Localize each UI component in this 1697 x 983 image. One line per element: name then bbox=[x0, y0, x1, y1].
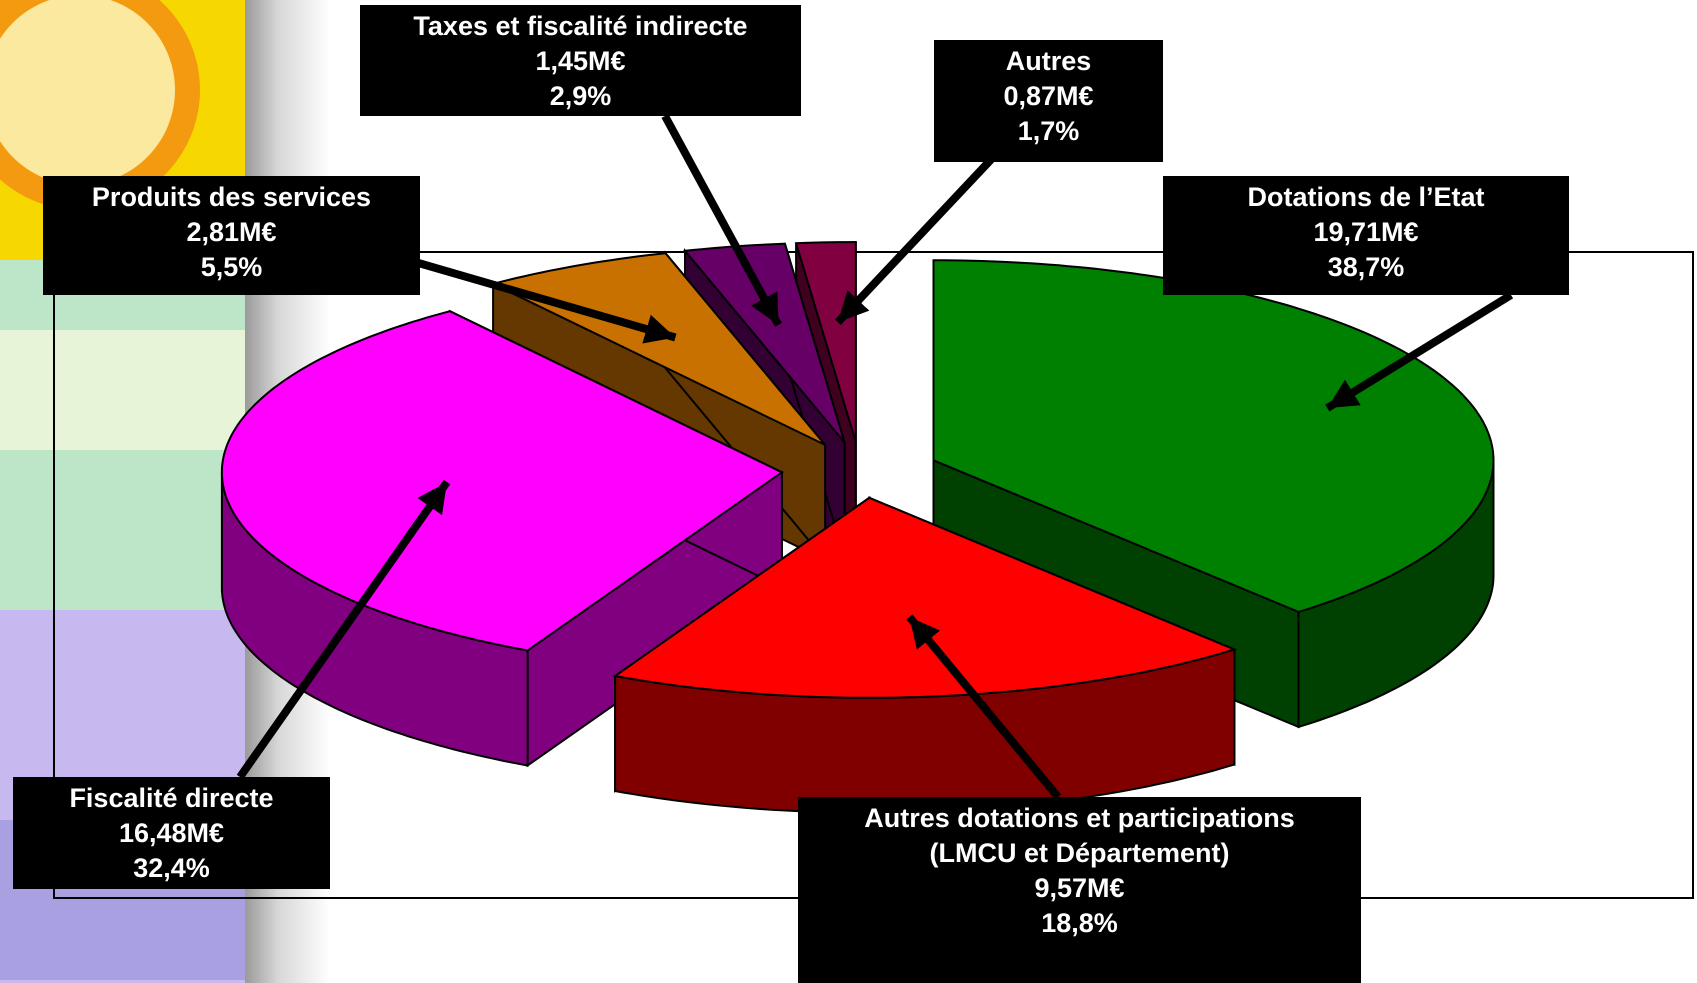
callout-arrow bbox=[906, 614, 1062, 800]
slice bbox=[220, 310, 784, 652]
callout-arrow bbox=[413, 258, 677, 344]
category-label: Fiscalité directe bbox=[69, 783, 274, 813]
callout-label: Produits des services 2,81M€ 5,5% bbox=[43, 176, 420, 295]
category-label: Taxes et fiscalité indirecte bbox=[413, 11, 748, 41]
category-label: Autres dotations et participations (LMCU… bbox=[864, 803, 1295, 868]
callout-label: Taxes et fiscalité indirecte 1,45M€ 2,9% bbox=[360, 5, 801, 116]
percent-label: 38,7% bbox=[1327, 252, 1405, 282]
callout-arrow bbox=[834, 147, 1003, 325]
callout-arrow bbox=[661, 114, 783, 327]
callout-label: Fiscalité directe 16,48M€ 32,4% bbox=[13, 777, 330, 889]
category-label: Produits des services bbox=[91, 182, 372, 212]
callout-label: Autres dotations et participations (LMCU… bbox=[798, 797, 1361, 983]
value-label: 1,45M€ bbox=[535, 46, 626, 76]
slice bbox=[612, 496, 1238, 699]
percent-label: 1,7% bbox=[1017, 116, 1080, 146]
percent-label: 32,4% bbox=[133, 853, 210, 883]
value-label: 19,71M€ bbox=[1313, 217, 1419, 247]
value-label: 0,87M€ bbox=[1003, 81, 1094, 111]
slice bbox=[490, 252, 826, 446]
callout-arrow bbox=[1325, 291, 1514, 412]
slice bbox=[932, 259, 1495, 613]
value-label: 16,48M€ bbox=[118, 818, 225, 848]
percent-label: 5,5% bbox=[200, 252, 263, 282]
value-label: 9,57M€ bbox=[1034, 873, 1125, 903]
percent-label: 18,8% bbox=[1041, 908, 1118, 938]
callout-label: Dotations de l’Etat 19,71M€ 38,7% bbox=[1163, 176, 1569, 295]
category-label: Dotations de l’Etat bbox=[1247, 182, 1485, 212]
value-label: 2,81M€ bbox=[186, 217, 277, 247]
callout-label: Autres 0,87M€ 1,7% bbox=[934, 40, 1163, 162]
callout-arrow bbox=[236, 479, 451, 780]
category-label: Autres bbox=[1005, 46, 1092, 76]
percent-label: 2,9% bbox=[549, 81, 612, 111]
